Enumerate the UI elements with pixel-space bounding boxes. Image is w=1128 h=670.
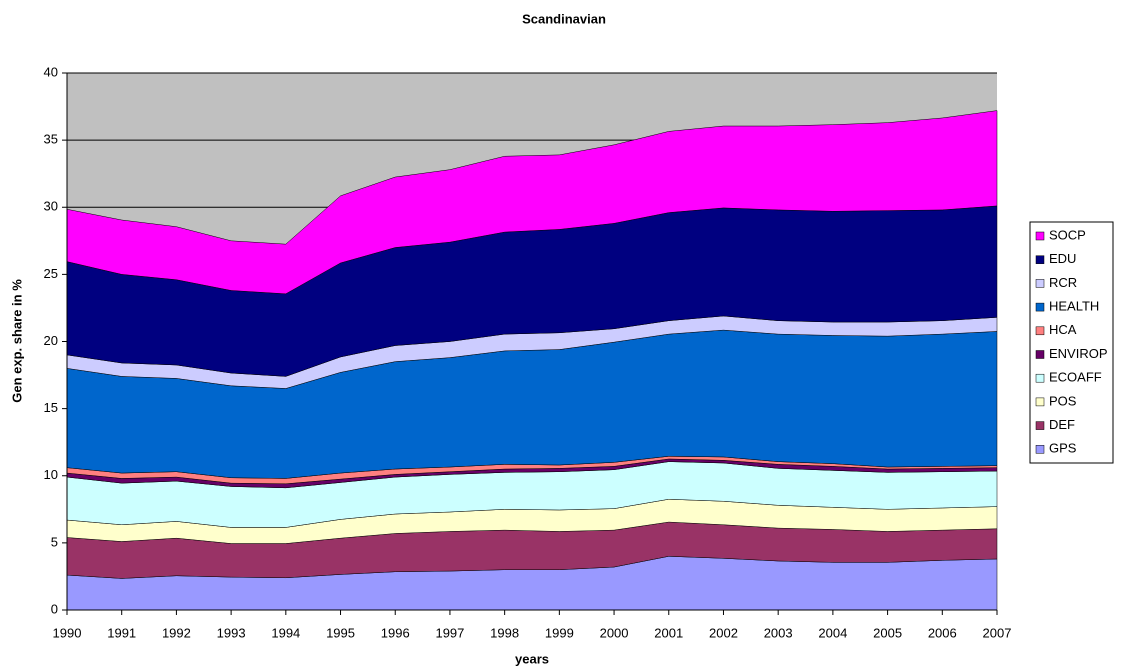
x-tick-label: 1992 [162, 625, 191, 640]
x-tick-label: 1995 [326, 625, 355, 640]
legend-swatch [1035, 421, 1045, 430]
y-axis-label: Gen exp. share in % [9, 279, 24, 403]
x-tick-label: 2001 [654, 625, 683, 640]
legend-label: ENVIROP [1049, 346, 1108, 361]
x-tick-label: 2005 [873, 625, 902, 640]
x-tick-label: 2003 [764, 625, 793, 640]
y-tick-label: 15 [44, 400, 58, 415]
chart-title: Scandinavian [522, 11, 606, 26]
legend-label: HCA [1049, 322, 1077, 337]
y-tick-label: 5 [51, 534, 58, 549]
x-tick-label: 2002 [709, 625, 738, 640]
legend-label: ECOAFF [1049, 370, 1102, 385]
x-tick-label: 1993 [217, 625, 246, 640]
x-tick-label: 1999 [545, 625, 574, 640]
x-tick-label: 1990 [53, 625, 82, 640]
x-tick-label: 1994 [271, 625, 300, 640]
legend-swatch [1035, 302, 1045, 312]
x-tick-label: 2004 [818, 625, 847, 640]
x-tick-label: 1998 [490, 625, 519, 640]
legend-swatch [1035, 279, 1045, 288]
legend-swatch [1035, 445, 1045, 454]
x-tick-label: 1996 [381, 625, 410, 640]
y-tick-label: 40 [44, 64, 58, 79]
legend-label: SOCP [1049, 227, 1086, 242]
legend-label: GPS [1049, 441, 1077, 456]
x-tick-label: 2006 [928, 625, 957, 640]
legend-swatch [1035, 350, 1045, 359]
x-tick-label: 1991 [107, 625, 136, 640]
legend-swatch [1035, 373, 1045, 383]
area [66, 110, 998, 295]
x-tick-label: 2000 [600, 625, 629, 640]
legend-label: DEF [1049, 417, 1075, 432]
legend-swatch [1035, 397, 1045, 407]
x-tick-label: 1997 [435, 625, 464, 640]
x-axis-label: years [515, 651, 549, 666]
legend-label: POS [1049, 393, 1077, 408]
y-tick-label: 25 [44, 266, 58, 281]
legend-label: HEALTH [1049, 299, 1099, 314]
y-tick-label: 30 [44, 199, 58, 214]
x-tick-label: 2007 [983, 625, 1012, 640]
legend-swatch [1035, 255, 1045, 264]
y-tick-label: 0 [51, 601, 58, 616]
y-tick-label: 10 [44, 467, 58, 482]
legend-swatch [1035, 231, 1045, 241]
y-tick-label: 20 [44, 333, 58, 348]
legend-label: RCR [1049, 275, 1077, 290]
legend-swatch [1035, 326, 1045, 336]
y-tick-label: 35 [44, 132, 58, 147]
legend-label: EDU [1049, 251, 1076, 266]
